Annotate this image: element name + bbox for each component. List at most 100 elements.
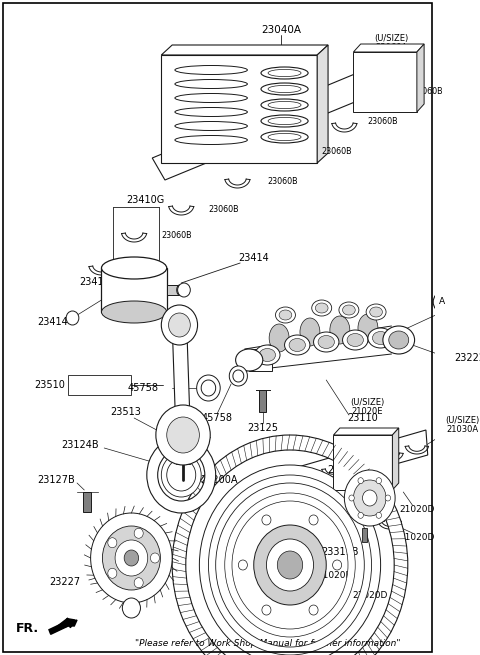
Text: 23311B: 23311B bbox=[321, 547, 359, 557]
Text: 23412: 23412 bbox=[80, 277, 110, 287]
Ellipse shape bbox=[269, 324, 289, 352]
Text: A: A bbox=[439, 297, 445, 307]
Ellipse shape bbox=[372, 331, 389, 345]
Ellipse shape bbox=[285, 335, 310, 355]
Text: 23200A: 23200A bbox=[201, 475, 238, 485]
Ellipse shape bbox=[343, 330, 368, 350]
Ellipse shape bbox=[259, 348, 276, 362]
Ellipse shape bbox=[318, 335, 335, 348]
Text: (U/SIZE): (U/SIZE) bbox=[350, 398, 384, 407]
Polygon shape bbox=[295, 430, 428, 492]
Polygon shape bbox=[353, 52, 417, 112]
Circle shape bbox=[161, 305, 198, 345]
Ellipse shape bbox=[300, 318, 320, 346]
Text: FR.: FR. bbox=[16, 622, 39, 635]
Bar bbox=[259, 390, 266, 412]
Circle shape bbox=[122, 598, 141, 618]
Polygon shape bbox=[353, 44, 424, 52]
Circle shape bbox=[108, 569, 117, 578]
Text: 23060B: 23060B bbox=[322, 147, 352, 157]
Ellipse shape bbox=[358, 314, 378, 342]
Text: 23414: 23414 bbox=[239, 253, 269, 263]
Bar bbox=[84, 492, 91, 512]
Ellipse shape bbox=[330, 316, 350, 344]
Ellipse shape bbox=[177, 285, 182, 295]
Circle shape bbox=[344, 470, 395, 526]
Circle shape bbox=[102, 526, 160, 590]
Polygon shape bbox=[172, 325, 190, 430]
Ellipse shape bbox=[101, 257, 167, 279]
Circle shape bbox=[66, 311, 79, 325]
Ellipse shape bbox=[236, 349, 263, 371]
Circle shape bbox=[108, 538, 117, 548]
Text: 21020D: 21020D bbox=[399, 506, 434, 514]
Text: 23060A: 23060A bbox=[375, 43, 408, 52]
Ellipse shape bbox=[366, 304, 386, 320]
Polygon shape bbox=[161, 45, 328, 55]
Circle shape bbox=[433, 292, 451, 312]
Text: 23110: 23110 bbox=[347, 413, 378, 423]
Ellipse shape bbox=[389, 331, 408, 349]
Text: 23410G: 23410G bbox=[126, 195, 164, 205]
Text: 23060B: 23060B bbox=[208, 204, 239, 214]
Text: (U/SIZE): (U/SIZE) bbox=[374, 33, 408, 43]
Text: 23227: 23227 bbox=[50, 577, 81, 587]
Text: 21020D: 21020D bbox=[399, 534, 434, 542]
Ellipse shape bbox=[370, 307, 383, 317]
Circle shape bbox=[362, 490, 377, 506]
Circle shape bbox=[358, 477, 363, 483]
Text: 23127B: 23127B bbox=[37, 475, 75, 485]
Polygon shape bbox=[50, 618, 77, 632]
Bar bbox=[68, 375, 132, 395]
Text: 21030A: 21030A bbox=[446, 426, 478, 434]
Ellipse shape bbox=[339, 302, 359, 318]
Ellipse shape bbox=[312, 300, 332, 316]
Text: 21030C: 21030C bbox=[323, 523, 357, 533]
Text: 21020D: 21020D bbox=[318, 571, 353, 580]
Ellipse shape bbox=[289, 339, 305, 352]
Text: 23125: 23125 bbox=[247, 423, 278, 433]
Text: 23513: 23513 bbox=[110, 407, 142, 417]
Circle shape bbox=[349, 495, 354, 501]
Bar bbox=[167, 285, 180, 295]
Polygon shape bbox=[334, 435, 392, 490]
Text: 23222: 23222 bbox=[454, 353, 480, 363]
Circle shape bbox=[309, 605, 318, 615]
FancyArrow shape bbox=[49, 618, 75, 634]
Ellipse shape bbox=[276, 307, 295, 323]
Polygon shape bbox=[392, 428, 399, 490]
Circle shape bbox=[178, 283, 190, 297]
Circle shape bbox=[91, 513, 172, 603]
Ellipse shape bbox=[368, 328, 393, 348]
Circle shape bbox=[277, 551, 303, 579]
Circle shape bbox=[385, 495, 391, 501]
Bar bbox=[101, 268, 167, 312]
Ellipse shape bbox=[101, 301, 167, 323]
Polygon shape bbox=[161, 55, 317, 163]
Circle shape bbox=[262, 605, 271, 615]
Text: 23226B: 23226B bbox=[327, 465, 365, 475]
Circle shape bbox=[353, 480, 386, 516]
Text: (U/SIZE): (U/SIZE) bbox=[445, 415, 480, 424]
Polygon shape bbox=[152, 52, 420, 180]
Polygon shape bbox=[317, 45, 328, 163]
Bar bbox=[249, 349, 272, 371]
Text: 23040A: 23040A bbox=[261, 25, 301, 35]
Text: 23060B: 23060B bbox=[267, 178, 298, 187]
Circle shape bbox=[168, 313, 190, 337]
Text: 23060B: 23060B bbox=[132, 265, 162, 274]
Ellipse shape bbox=[279, 310, 292, 320]
Circle shape bbox=[262, 515, 271, 525]
Polygon shape bbox=[417, 44, 424, 112]
Text: 23414: 23414 bbox=[37, 317, 68, 327]
Text: 21020D: 21020D bbox=[363, 515, 398, 525]
Circle shape bbox=[199, 465, 381, 655]
Text: 21020E: 21020E bbox=[351, 407, 383, 417]
Circle shape bbox=[115, 540, 148, 576]
Circle shape bbox=[333, 560, 342, 570]
Text: 23124B: 23124B bbox=[61, 440, 98, 450]
Circle shape bbox=[266, 539, 313, 591]
Text: 21020D: 21020D bbox=[352, 591, 387, 599]
Circle shape bbox=[134, 529, 143, 538]
Text: 23060B: 23060B bbox=[367, 117, 397, 126]
